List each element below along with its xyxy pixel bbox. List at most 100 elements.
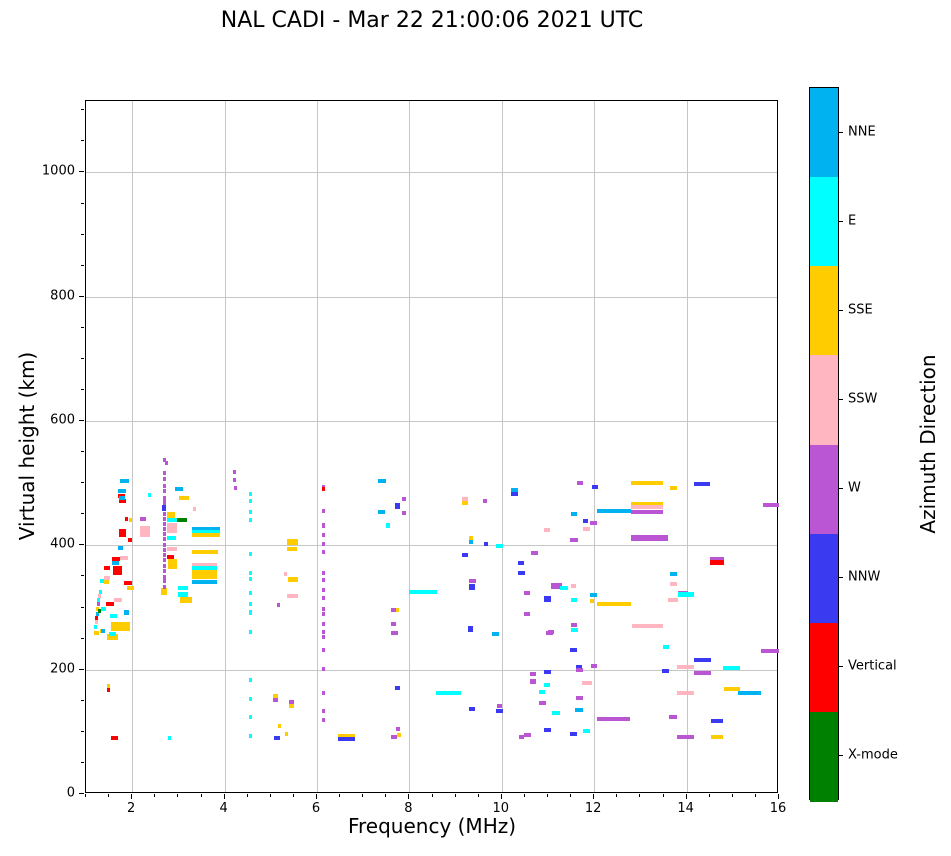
data-point bbox=[286, 547, 298, 552]
data-point bbox=[162, 457, 166, 462]
x-minor-tick bbox=[431, 794, 433, 797]
x-minor-tick bbox=[523, 794, 525, 797]
data-point bbox=[286, 539, 299, 546]
data-point bbox=[147, 493, 151, 498]
data-point bbox=[283, 571, 287, 576]
x-minor-tick bbox=[200, 794, 202, 797]
x-minor-tick bbox=[269, 794, 271, 797]
data-point bbox=[93, 631, 100, 636]
data-point bbox=[166, 554, 175, 559]
colorbar-label-sse: SSE bbox=[848, 302, 873, 318]
data-point bbox=[402, 497, 407, 502]
x-tick bbox=[131, 794, 133, 799]
data-point bbox=[693, 657, 711, 662]
data-point bbox=[693, 670, 711, 675]
colorbar-tick bbox=[839, 131, 843, 133]
data-point bbox=[103, 575, 110, 580]
plot-area bbox=[85, 100, 780, 793]
data-point bbox=[162, 558, 166, 563]
data-point bbox=[274, 736, 281, 741]
data-point bbox=[468, 707, 476, 712]
data-point bbox=[630, 509, 663, 514]
data-point bbox=[179, 495, 189, 500]
data-point bbox=[321, 630, 325, 635]
data-point bbox=[570, 627, 578, 632]
data-point bbox=[162, 527, 166, 532]
data-point bbox=[630, 501, 663, 506]
data-point bbox=[161, 504, 167, 512]
colorbar-axis-label: Azimuth Direction bbox=[916, 354, 940, 534]
data-point bbox=[162, 568, 166, 573]
data-point bbox=[677, 690, 694, 695]
data-point bbox=[321, 484, 325, 489]
data-point bbox=[118, 529, 127, 537]
data-point bbox=[575, 696, 583, 701]
data-point bbox=[105, 601, 114, 606]
data-point bbox=[710, 719, 723, 724]
data-point bbox=[337, 737, 356, 742]
data-point bbox=[597, 508, 631, 513]
x-tick-label: 8 bbox=[404, 801, 413, 816]
data-point bbox=[530, 550, 538, 555]
x-minor-tick bbox=[339, 794, 341, 797]
data-point bbox=[162, 552, 166, 557]
data-point bbox=[162, 537, 166, 542]
data-point bbox=[321, 708, 325, 713]
data-point bbox=[581, 680, 592, 685]
y-tick-label: 200 bbox=[50, 661, 75, 677]
data-point bbox=[321, 596, 325, 601]
data-point bbox=[394, 503, 400, 509]
data-point bbox=[191, 526, 220, 531]
data-point bbox=[390, 608, 396, 613]
data-point bbox=[191, 566, 218, 571]
data-point bbox=[517, 570, 525, 575]
x-minor-tick bbox=[108, 794, 110, 797]
colorbar-tick bbox=[839, 755, 843, 757]
data-point bbox=[119, 496, 125, 501]
data-point bbox=[93, 625, 97, 630]
data-point bbox=[124, 581, 132, 586]
data-point bbox=[517, 561, 524, 566]
x-tick bbox=[685, 794, 687, 799]
colorbar-label-nnw: NNW bbox=[848, 569, 881, 585]
data-point bbox=[162, 517, 166, 522]
data-point bbox=[630, 504, 663, 509]
data-point bbox=[662, 645, 669, 650]
data-point bbox=[738, 691, 762, 696]
x-minor-tick bbox=[85, 794, 86, 797]
data-point bbox=[560, 585, 569, 590]
data-point bbox=[678, 592, 694, 597]
data-point bbox=[162, 522, 166, 527]
data-point bbox=[166, 535, 176, 540]
data-point bbox=[118, 488, 127, 493]
data-point bbox=[98, 589, 102, 595]
data-point bbox=[569, 731, 577, 736]
y-tick-label: 800 bbox=[50, 288, 75, 304]
y-tick-label: 600 bbox=[50, 412, 75, 428]
data-point bbox=[110, 613, 118, 618]
data-point bbox=[661, 668, 669, 673]
data-point bbox=[288, 703, 295, 708]
data-point bbox=[95, 606, 99, 611]
data-point bbox=[166, 517, 177, 522]
data-point bbox=[106, 633, 119, 640]
data-point bbox=[97, 594, 101, 599]
data-point bbox=[543, 527, 550, 532]
x-minor-tick bbox=[246, 794, 248, 797]
data-point bbox=[570, 511, 577, 516]
data-point bbox=[174, 487, 184, 492]
data-point bbox=[321, 606, 325, 611]
data-point bbox=[111, 621, 130, 631]
data-point bbox=[162, 495, 166, 500]
x-tick bbox=[778, 794, 779, 799]
y-gridline bbox=[86, 296, 777, 298]
x-minor-tick bbox=[570, 794, 572, 797]
colorbar-tick bbox=[839, 220, 843, 222]
data-point bbox=[248, 570, 252, 575]
data-point bbox=[321, 621, 325, 626]
data-point bbox=[570, 598, 577, 603]
data-point bbox=[582, 526, 590, 531]
y-tick bbox=[79, 171, 84, 173]
colorbar-label-ssw: SSW bbox=[848, 391, 878, 407]
data-point bbox=[162, 489, 166, 494]
